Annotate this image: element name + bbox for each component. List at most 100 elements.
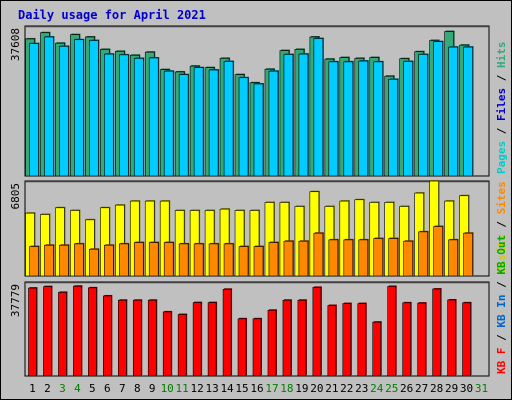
legend-visits-1: / [495, 214, 508, 234]
x-tick-label-day-15: 15 [235, 382, 248, 395]
x-tick-label-day-27: 27 [415, 382, 428, 395]
x-tick-label-day-2: 2 [44, 382, 51, 395]
bar-kbf-kbf-day-24 [372, 321, 382, 377]
bar-hits-files-day-17 [268, 70, 279, 177]
bar-visits-sites-day-28 [433, 226, 443, 277]
bar-visits-sites-day-17 [268, 242, 279, 277]
bar-kbf-kbf-day-20 [312, 287, 322, 377]
chart-title: Daily usage for April 2021 [18, 8, 206, 22]
bar-visits-sites-day-1 [29, 246, 39, 277]
bar-visits-sites-day-2 [44, 244, 54, 277]
bar-hits-files-day-28 [433, 41, 443, 177]
panel-visits-max-label: 6805 [9, 183, 22, 210]
bar-hits-files-day-21 [328, 61, 339, 177]
bar-kbf-kbf-day-23 [357, 303, 367, 377]
bar-hits-files-day-29 [448, 46, 458, 177]
bar-kbf-kbf-day-26 [402, 302, 411, 377]
bar-visits-sites-day-13 [208, 243, 219, 277]
bar-hits-files-day-15 [238, 77, 249, 177]
x-tick-label-day-9: 9 [149, 382, 156, 395]
bar-hits-files-day-26 [403, 61, 413, 177]
bar-hits-files-day-23 [358, 60, 369, 177]
x-tick-label-day-4: 4 [74, 382, 81, 395]
panel-kbf-legend: KB F / KB In / KB Out [495, 235, 508, 374]
legend-kbf-2: KB In [495, 295, 508, 328]
bar-visits-sites-day-24 [373, 238, 384, 277]
x-tick-label-day-29: 29 [445, 382, 458, 395]
bar-hits-files-day-20 [313, 38, 324, 177]
legend-hits-4: Hits [495, 42, 508, 69]
legend-visits-0: Visits [495, 234, 508, 274]
legend-kbf-4: KB Out [495, 235, 508, 275]
bar-visits-sites-day-19 [298, 240, 309, 277]
bar-kbf-kbf-day-16 [252, 318, 262, 377]
x-tick-label-day-17: 17 [265, 382, 278, 395]
x-tick-label-day-10: 10 [161, 382, 174, 395]
x-tick-label-day-20: 20 [310, 382, 323, 395]
bar-visits-sites-day-30 [463, 232, 473, 277]
bar-hits-files-day-30 [463, 46, 473, 177]
legend-kbf-3: / [495, 275, 508, 295]
bar-kbf-kbf-day-6 [103, 295, 112, 377]
bar-visits-sites-day-8 [133, 242, 144, 277]
bar-hits-files-day-11 [178, 74, 189, 177]
x-tick-label-day-28: 28 [430, 382, 443, 395]
bar-hits-files-day-1 [29, 43, 39, 177]
bar-kbf-kbf-day-14 [222, 288, 232, 377]
bar-visits-sites-day-14 [223, 243, 234, 277]
legend-kbf-1: / [495, 328, 508, 348]
bar-kbf-kbf-day-15 [237, 318, 247, 377]
panel-visits-legend: Visits / Sites [495, 181, 508, 274]
x-tick-label-day-25: 25 [385, 382, 398, 395]
bar-kbf-kbf-day-11 [177, 314, 187, 377]
bar-visits-sites-day-9 [148, 242, 159, 277]
x-tick-label-day-18: 18 [280, 382, 293, 395]
legend-hits-2: Files [495, 88, 508, 121]
x-tick-label-day-30: 30 [460, 382, 473, 395]
x-tick-label-day-7: 7 [119, 382, 126, 395]
bar-visits-sites-day-10 [163, 242, 174, 277]
x-tick-label-day-19: 19 [295, 382, 308, 395]
bar-visits-sites-day-23 [358, 239, 369, 277]
bar-visits-sites-day-7 [118, 243, 129, 277]
bar-visits-sites-day-6 [104, 244, 114, 277]
bar-hits-files-day-10 [163, 70, 174, 177]
x-tick-label-day-23: 23 [355, 382, 368, 395]
bar-visits-sites-day-5 [89, 248, 99, 277]
bar-kbf-kbf-day-5 [88, 287, 97, 377]
bar-visits-sites-day-3 [59, 244, 69, 277]
bar-hits-files-day-8 [133, 58, 144, 177]
x-tick-label-day-26: 26 [400, 382, 413, 395]
bar-visits-sites-day-15 [238, 246, 249, 277]
bar-kbf-kbf-day-8 [132, 299, 142, 377]
bar-visits-sites-day-18 [283, 240, 294, 277]
bar-kbf-kbf-day-21 [327, 305, 337, 377]
bar-hits-files-day-27 [418, 54, 428, 177]
bar-kbf-kbf-day-10 [162, 311, 172, 377]
bar-hits-files-day-14 [223, 61, 234, 177]
panel-kbf-max-label: 37779 [9, 284, 22, 317]
bar-kbf-kbf-day-13 [207, 302, 217, 377]
bar-kbf-kbf-day-30 [462, 302, 471, 377]
bar-kbf-kbf-day-4 [73, 285, 82, 377]
bar-visits-sites-day-27 [418, 231, 428, 277]
bar-hits-files-day-12 [193, 67, 204, 177]
x-tick-label-day-8: 8 [134, 382, 141, 395]
legend-visits-2: Sites [495, 181, 508, 214]
legend-hits-1: / [495, 121, 508, 141]
bar-visits-sites-day-20 [313, 232, 324, 277]
panel-hits-legend: Pages / Files / Hits [495, 42, 508, 175]
bar-visits-sites-day-22 [343, 239, 354, 277]
bar-hits-files-day-24 [373, 61, 384, 177]
bar-visits-sites-day-25 [388, 238, 399, 277]
x-tick-label-day-6: 6 [104, 382, 111, 395]
bar-kbf-kbf-day-3 [58, 292, 67, 377]
bar-hits-files-day-9 [148, 57, 159, 177]
x-tick-label-day-14: 14 [220, 382, 234, 395]
bar-visits-sites-day-26 [403, 240, 413, 277]
bar-kbf-kbf-day-12 [192, 302, 202, 377]
bar-hits-files-day-13 [208, 69, 219, 177]
bar-kbf-kbf-day-17 [267, 309, 277, 377]
bar-kbf-kbf-day-22 [342, 303, 352, 377]
